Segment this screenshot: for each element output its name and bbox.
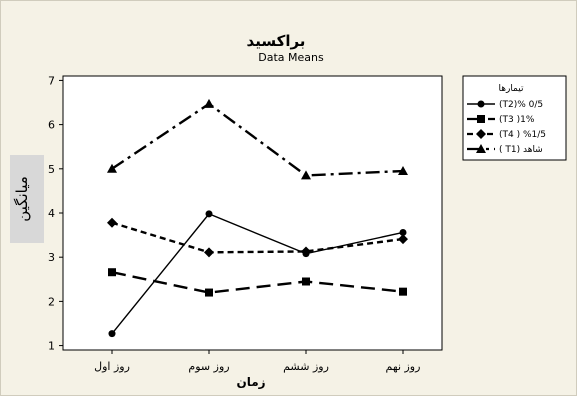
legend-item-2-label: (T3 )1% (499, 115, 535, 125)
series-4 (107, 98, 408, 180)
legend-item-1-marker (477, 100, 485, 108)
chart-subtitle: Data Means (258, 51, 324, 64)
series-2-point-3 (302, 277, 310, 286)
series-2-point-4 (399, 287, 407, 296)
legend-item-3-label: (T4 ) %1/5 (499, 130, 546, 140)
xlabel: زمان (236, 375, 265, 389)
series-4-point-1 (107, 163, 117, 173)
series-4-point-2 (204, 98, 214, 108)
ylabel: میانگین (13, 176, 31, 222)
legend-item-2-marker (477, 115, 485, 123)
series-3-point-1 (107, 217, 117, 228)
series-3-line (111, 221, 404, 254)
y-tick-label-5: 5 (48, 163, 55, 176)
ylabel-box (10, 155, 44, 243)
x-tick-label-2: روز سوم (188, 360, 229, 373)
series-4-point-4 (398, 166, 408, 176)
legend: (T2)% 0/5 (T3 )1% (T4 ) %1/5 ( T1) شاهد (467, 100, 546, 155)
legend-item-4-label: ( T1) شاهد (499, 145, 543, 155)
legend-item-1: (T2)% 0/5 (467, 100, 543, 110)
x-tick-label-4: روز نهم (386, 360, 421, 373)
x-tick-label-1: روز اول (94, 360, 130, 373)
y-tick-label-6: 6 (48, 119, 55, 132)
plot-area (62, 75, 443, 351)
series-1-line (111, 213, 404, 335)
y-tick-label-2: 2 (48, 295, 55, 308)
legend-item-1-label: (T2)% 0/5 (499, 100, 543, 110)
series-1 (108, 210, 407, 338)
series-2-point-1 (108, 268, 116, 277)
y-tick-label-1: 1 (48, 340, 55, 353)
x-axis: روز اول روز سوم روز ششم روز نهم (94, 350, 420, 373)
legend-item-3-marker (476, 129, 486, 139)
series-3 (107, 217, 408, 258)
series-4-point-3 (301, 170, 311, 180)
series-1-point-1 (108, 330, 116, 338)
legend-item-4: ( T1) شاهد (467, 144, 543, 155)
y-axis: 1 2 3 4 5 6 7 (48, 74, 63, 353)
series-layer (107, 98, 408, 338)
legend-item-4-marker (476, 144, 486, 153)
x-tick-label-3: روز ششم (283, 360, 329, 373)
series-3-point-4 (398, 234, 408, 245)
series-1-point-4 (399, 228, 407, 236)
series-2 (108, 268, 407, 297)
series-4-line (111, 102, 404, 177)
legend-title: تیمارها (498, 84, 523, 94)
series-3-point-3 (301, 246, 311, 257)
legend-item-2: (T3 )1% (467, 115, 535, 125)
legend-item-3: (T4 ) %1/5 (467, 129, 546, 140)
y-tick-label-3: 3 (48, 251, 55, 264)
y-tick-label-7: 7 (48, 74, 55, 87)
series-1-point-2 (205, 210, 213, 218)
chart-title: براکسید (247, 32, 306, 50)
series-3-point-2 (204, 247, 214, 258)
series-2-point-2 (205, 288, 213, 297)
series-2-line (111, 271, 404, 294)
y-tick-label-4: 4 (48, 207, 55, 220)
